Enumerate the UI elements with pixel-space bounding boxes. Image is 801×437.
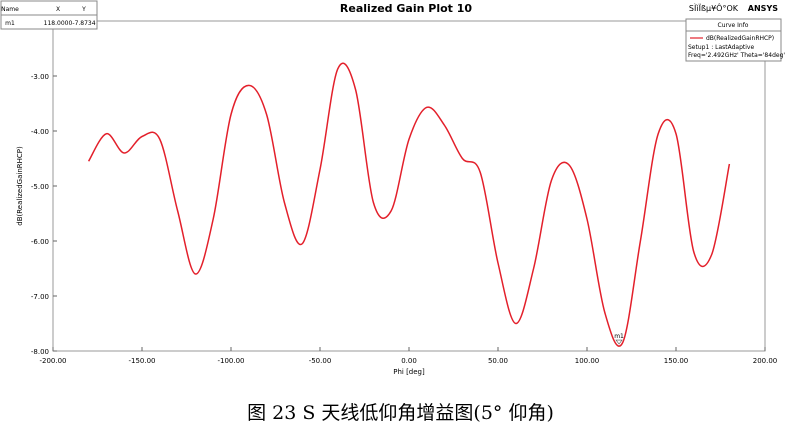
x-tick-label: -200.00 bbox=[39, 357, 66, 365]
y-tick-label: -7.00 bbox=[31, 293, 49, 301]
y-tick-label: -5.00 bbox=[31, 183, 49, 191]
chart-title: Realized Gain Plot 10 bbox=[340, 2, 472, 15]
plot-frame bbox=[52, 20, 766, 352]
table-cell: 118.0000 bbox=[44, 20, 73, 27]
chart: Realized Gain Plot 10 SÌìÏßµ¥Ô°OK ANSYS … bbox=[0, 0, 785, 376]
x-tick-label: 200.00 bbox=[753, 357, 778, 365]
legend-title: Curve Info bbox=[718, 22, 749, 29]
x-tick-label: 0.00 bbox=[401, 357, 417, 365]
y-tick-label: -8.00 bbox=[31, 348, 49, 356]
y-tick-label: -6.00 bbox=[31, 238, 49, 246]
marker-point bbox=[615, 339, 623, 345]
project-label: SÌìÏßµ¥Ô°OK bbox=[689, 2, 739, 13]
x-tick-label: 100.00 bbox=[575, 357, 600, 365]
marker-label: m1 bbox=[614, 333, 624, 340]
y-tick-label: -3.00 bbox=[31, 73, 49, 81]
legend: Curve Info dB(RealizedGainRHCP) Setup1 :… bbox=[685, 18, 785, 62]
table-header: Name bbox=[1, 6, 19, 13]
table-cell: -7.8734 bbox=[72, 20, 95, 27]
legend-box bbox=[685, 18, 782, 62]
x-axis-label: Phi [deg] bbox=[393, 368, 425, 376]
brand: ANSYS bbox=[748, 4, 778, 13]
x-tick-label: -150.00 bbox=[128, 357, 155, 365]
marker-table: Name X Y m1 118.0000 -7.8734 bbox=[0, 0, 98, 30]
x-tick-label: -50.00 bbox=[309, 357, 332, 365]
x-tick-label: -100.00 bbox=[217, 357, 244, 365]
legend-line: Freq='2.492GHz' Theta='84deg' bbox=[688, 52, 785, 59]
y-tick-label: -4.00 bbox=[31, 128, 49, 136]
table-header: Y bbox=[81, 6, 86, 13]
legend-line: Setup1 : LastAdaptive bbox=[688, 44, 754, 51]
x-tick-label: 50.00 bbox=[488, 357, 508, 365]
table-cell: m1 bbox=[5, 20, 15, 27]
x-tick-label: 150.00 bbox=[664, 357, 689, 365]
table-header: X bbox=[56, 6, 60, 13]
y-axis-label: dB(RealizedGainRHCP) bbox=[16, 146, 24, 226]
caption: 图 23 S 天线低仰角增益图(5° 仰角) bbox=[247, 402, 554, 424]
legend-entry: dB(RealizedGainRHCP) bbox=[706, 35, 774, 42]
series-line bbox=[87, 62, 731, 347]
